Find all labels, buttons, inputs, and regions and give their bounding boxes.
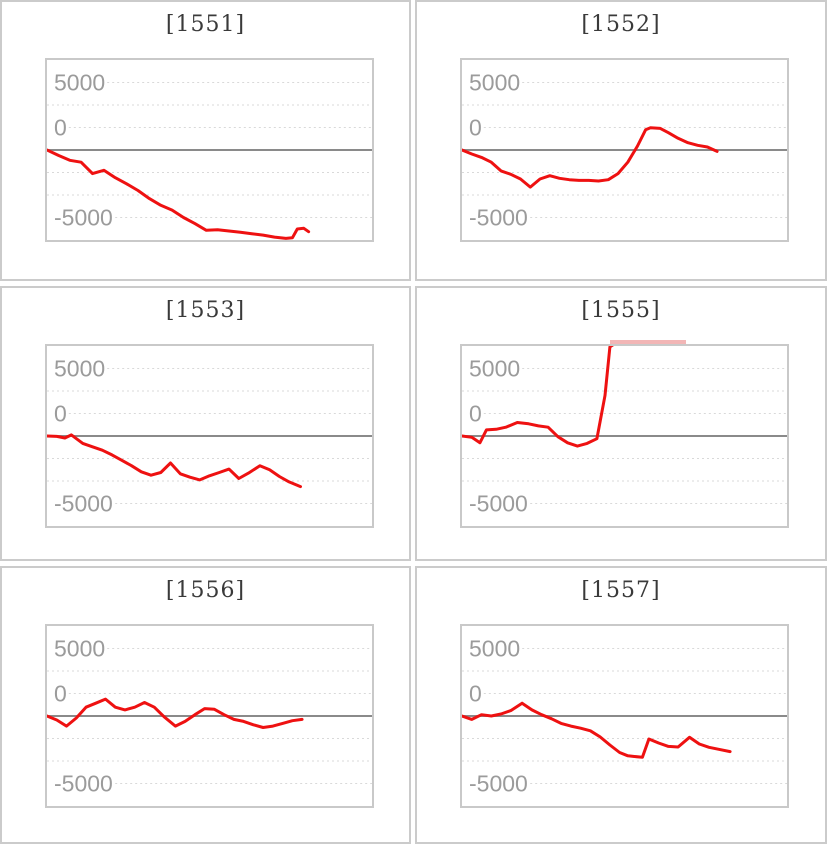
chart-panel: [1557] 5000 0 -5000	[415, 566, 827, 844]
y-axis-tick-label: 0	[54, 115, 67, 141]
line-chart: 5000 0 -5000	[47, 636, 372, 797]
chart-panel: [1555] 5000 0 -5000	[415, 286, 827, 561]
y-axis-tick-label: 5000	[54, 636, 105, 662]
clipped-overflow-segment	[609, 340, 687, 344]
plot-area: 5000 0 -5000	[45, 344, 374, 528]
line-chart: 5000 0 -5000	[47, 356, 372, 517]
y-axis-tick-label: -5000	[469, 491, 528, 517]
chart-panel: [1551] 5000 0 -5000	[0, 0, 411, 281]
line-chart: 5000 0 -5000	[462, 346, 787, 517]
series-line	[47, 697, 304, 729]
line-chart: 5000 0 -5000	[47, 70, 372, 240]
chart-panel: [1556] 5000 0 -5000	[0, 566, 411, 844]
y-axis-tick-label: 5000	[469, 636, 520, 662]
chart-title: [1556]	[165, 578, 246, 603]
plot-area: 5000 0 -5000	[460, 340, 789, 528]
y-axis-tick-label: -5000	[469, 205, 528, 231]
series-line	[47, 148, 311, 240]
chart-panel: [1553] 5000 0 -5000	[0, 286, 411, 561]
plot-area: 5000 0 -5000	[45, 624, 374, 808]
y-axis-tick-label: -5000	[469, 771, 528, 797]
series-line	[462, 701, 732, 759]
y-axis-tick-label: 0	[469, 115, 482, 141]
series-line	[462, 346, 614, 448]
plot-area: 5000 0 -5000	[45, 58, 374, 242]
y-axis-tick-label: -5000	[54, 205, 113, 231]
line-chart: 5000 0 -5000	[462, 636, 787, 797]
chart-panel: [1552] 5000 0 -5000	[415, 0, 827, 281]
y-axis-tick-label: 5000	[469, 70, 520, 96]
chart-title: [1557]	[581, 578, 661, 603]
y-axis-tick-label: 0	[54, 401, 67, 427]
y-axis-tick-label: 0	[54, 681, 67, 707]
y-axis-tick-label: -5000	[54, 491, 113, 517]
chart-title: [1555]	[581, 298, 661, 323]
y-axis-tick-label: 0	[469, 401, 482, 427]
plot-area: 5000 0 -5000	[460, 624, 789, 808]
series-line	[47, 433, 302, 489]
y-axis-tick-label: -5000	[54, 771, 113, 797]
chart-title: [1551]	[165, 12, 246, 37]
y-axis-tick-label: 5000	[54, 70, 105, 96]
chart-title: [1552]	[581, 12, 661, 37]
plot-area: 5000 0 -5000	[460, 58, 789, 242]
y-axis-tick-label: 0	[469, 681, 482, 707]
line-chart: 5000 0 -5000	[462, 70, 787, 231]
y-axis-tick-label: 5000	[54, 356, 105, 382]
y-axis-tick-label: 5000	[469, 356, 520, 382]
chart-title: [1553]	[165, 298, 246, 323]
series-line	[462, 126, 719, 189]
